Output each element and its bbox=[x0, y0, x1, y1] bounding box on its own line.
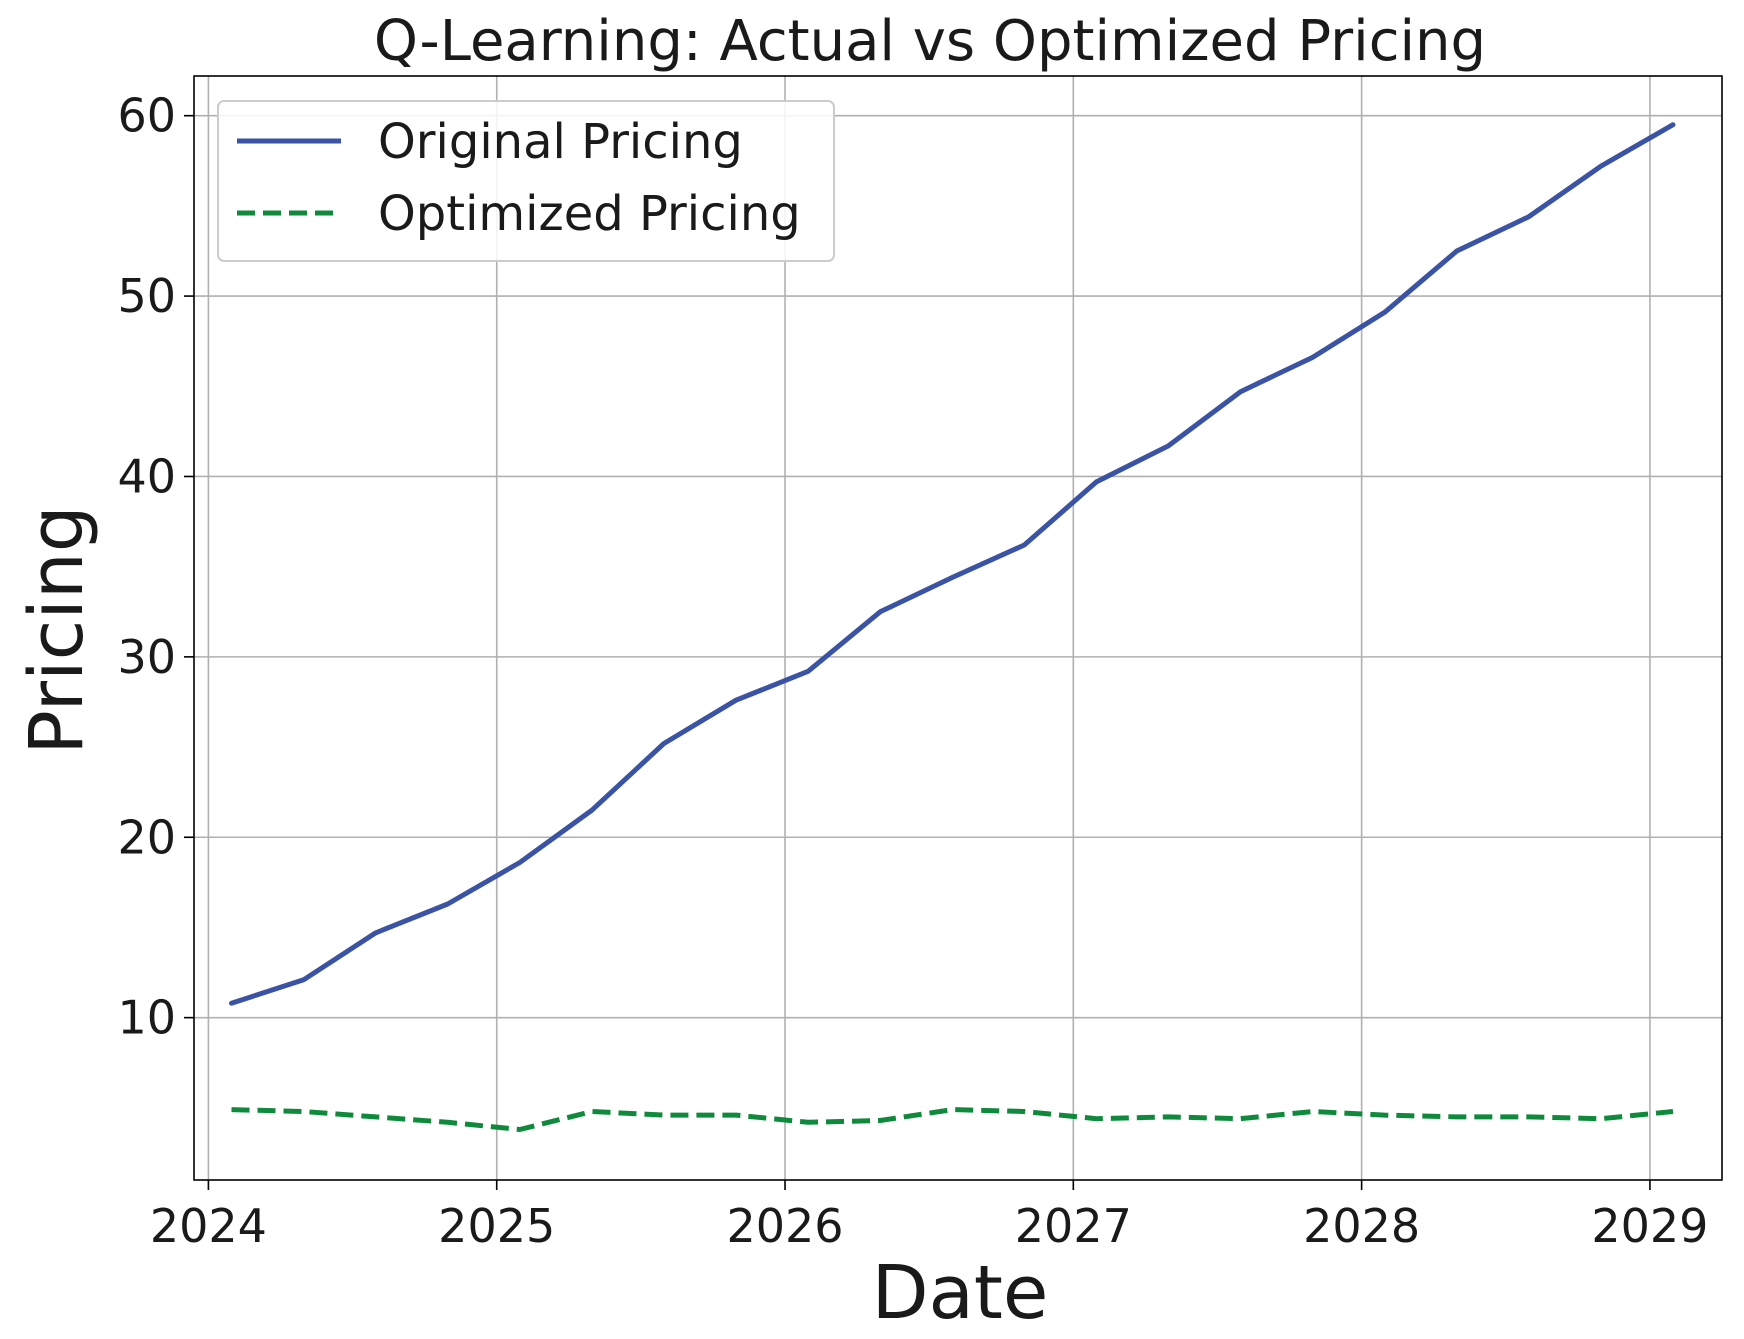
axis-ticks: 2024 2025 2026 2027 2028 2029 10 20 30 40 50 60 bbox=[117, 89, 1708, 1253]
y-axis-label: Pricing bbox=[14, 505, 100, 754]
x-tick-label: 2025 bbox=[438, 1199, 555, 1253]
y-tick-label: 60 bbox=[117, 89, 176, 143]
y-tick-label: 30 bbox=[117, 630, 176, 684]
chart-title: Q-Learning: Actual vs Optimized Pricing bbox=[374, 9, 1486, 74]
x-tick-label: 2029 bbox=[1591, 1199, 1708, 1253]
x-tick-label: 2026 bbox=[726, 1199, 843, 1253]
series-line-original-pricing bbox=[229, 122, 1676, 1006]
y-tick-label: 40 bbox=[117, 449, 176, 503]
y-tick-label: 10 bbox=[117, 991, 176, 1045]
x-axis-label: Date bbox=[872, 1250, 1049, 1336]
x-tick-label: 2028 bbox=[1303, 1199, 1420, 1253]
legend-box bbox=[217, 100, 835, 262]
legend-label-original: Original Pricing bbox=[378, 114, 743, 170]
x-tick-label: 2027 bbox=[1015, 1199, 1132, 1253]
y-tick-label: 50 bbox=[117, 269, 176, 323]
series-line-optimized-pricing bbox=[231, 1107, 1674, 1132]
legend-label-optimized: Optimized Pricing bbox=[378, 186, 801, 242]
legend: Original Pricing Optimized Pricing bbox=[217, 100, 835, 262]
series-lines bbox=[229, 122, 1676, 1132]
x-tick-label: 2024 bbox=[150, 1199, 267, 1253]
plot-frame bbox=[193, 75, 1723, 1181]
y-tick-label: 20 bbox=[117, 810, 176, 864]
